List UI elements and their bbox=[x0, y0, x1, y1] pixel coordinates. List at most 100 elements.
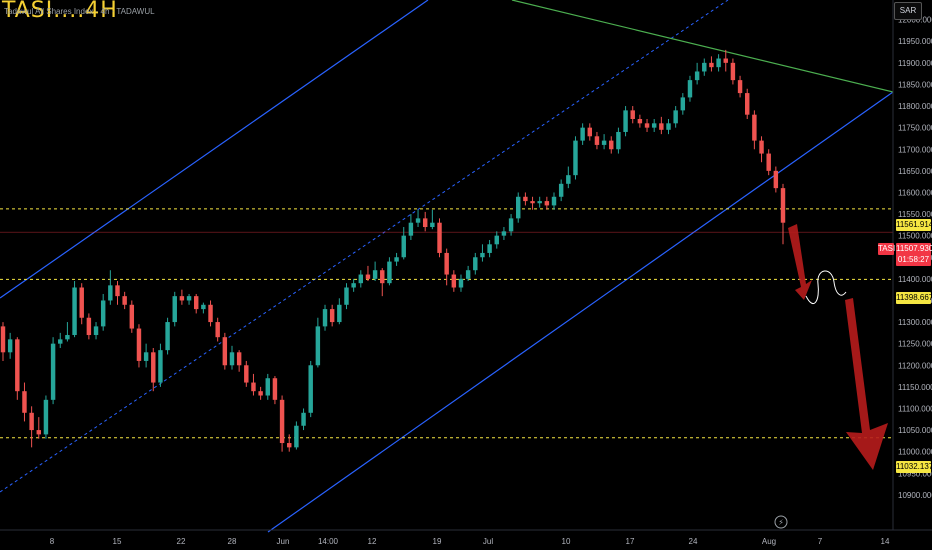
candle-body bbox=[43, 399, 49, 435]
candle-body bbox=[623, 110, 628, 132]
candle-body bbox=[258, 391, 263, 396]
candle-body bbox=[151, 352, 156, 383]
candle-body bbox=[387, 261, 392, 284]
currency-button[interactable]: SAR bbox=[894, 2, 922, 20]
level-low-label: 11032.137 bbox=[896, 461, 932, 473]
x-tick-label: Jun bbox=[277, 537, 290, 546]
candle-body bbox=[516, 196, 521, 219]
candle-body bbox=[422, 218, 428, 228]
candle-body bbox=[537, 201, 542, 204]
candle-body bbox=[301, 412, 306, 426]
y-tick-label: 11000.000 bbox=[898, 448, 932, 457]
candle-body bbox=[659, 123, 664, 130]
y-tick-label: 11400.000 bbox=[898, 275, 932, 284]
candle-body bbox=[337, 304, 342, 323]
candle-body bbox=[508, 218, 514, 232]
y-tick-label: 11800.000 bbox=[898, 102, 932, 111]
y-tick-label: 11500.000 bbox=[898, 232, 932, 241]
candle-body bbox=[58, 339, 63, 344]
y-tick-label: 11550.000 bbox=[898, 210, 932, 219]
y-tick-label: 11200.000 bbox=[898, 361, 932, 370]
candle-body bbox=[566, 175, 571, 184]
candle-body bbox=[143, 352, 149, 361]
x-tick-label: 24 bbox=[689, 537, 698, 546]
candle-body bbox=[480, 252, 485, 258]
x-tick-label: 12 bbox=[368, 537, 377, 546]
candle-body bbox=[544, 201, 550, 206]
candle-body bbox=[308, 365, 313, 413]
candle-body bbox=[265, 378, 270, 396]
y-tick-label: 10950.000 bbox=[898, 469, 932, 478]
candle-body bbox=[36, 430, 41, 435]
candle-body bbox=[380, 270, 385, 284]
candle-body bbox=[408, 222, 414, 236]
candle-body bbox=[551, 196, 557, 206]
candle-body bbox=[530, 201, 535, 204]
candle-body bbox=[723, 58, 728, 63]
y-tick-label: 11700.000 bbox=[898, 145, 932, 154]
candle-body bbox=[100, 300, 106, 327]
candle-body bbox=[358, 274, 364, 284]
lightning-icon[interactable] bbox=[774, 515, 788, 529]
candle-body bbox=[0, 326, 6, 353]
current-price-label: 11507.930 bbox=[896, 243, 932, 255]
x-tick-label: 8 bbox=[50, 537, 55, 546]
x-tick-label: 17 bbox=[626, 537, 635, 546]
candle-body bbox=[473, 257, 478, 271]
trendline-green bbox=[511, 0, 894, 93]
candle-body bbox=[179, 296, 185, 301]
candle-body bbox=[29, 412, 34, 431]
candle-body bbox=[7, 339, 13, 353]
symbol-title: TASI....4H bbox=[2, 0, 118, 23]
x-tick-label: Aug bbox=[762, 537, 776, 546]
candle-body bbox=[129, 304, 135, 329]
candle-body bbox=[745, 93, 750, 115]
x-tick-label: 10 bbox=[562, 537, 571, 546]
candle-body bbox=[501, 231, 507, 236]
candle-body bbox=[208, 304, 213, 323]
candle-body bbox=[50, 343, 56, 400]
candle-body bbox=[594, 136, 600, 145]
x-tick-label: 15 bbox=[113, 537, 122, 546]
candle-body bbox=[773, 170, 779, 189]
candle-body bbox=[294, 425, 299, 448]
level-upper-label: 11561.914 bbox=[896, 219, 932, 231]
candle-body bbox=[193, 296, 199, 310]
x-tick-label: 14:00 bbox=[318, 537, 339, 546]
y-tick-label: 11750.000 bbox=[898, 124, 932, 133]
candle-body bbox=[65, 335, 70, 340]
candle-body bbox=[165, 322, 170, 351]
symbol-subtitle: Tadawul All Shares Index · 4h · TADAWUL bbox=[4, 7, 155, 16]
y-tick-label: 11600.000 bbox=[898, 188, 932, 197]
candle-body bbox=[666, 123, 671, 130]
candle-body bbox=[108, 285, 113, 301]
candle-body bbox=[766, 153, 771, 171]
candle-body bbox=[673, 110, 678, 124]
candle-body bbox=[737, 80, 743, 94]
channel-upper-line bbox=[0, 0, 429, 299]
x-tick-label: 19 bbox=[433, 537, 442, 546]
y-tick-label: 11850.000 bbox=[898, 80, 932, 89]
candle-body bbox=[86, 317, 92, 336]
candle-body bbox=[136, 328, 142, 361]
candle-body bbox=[272, 378, 278, 400]
x-tick-label: 7 bbox=[818, 537, 823, 546]
candle-body bbox=[644, 123, 650, 128]
x-tick-label: Jul bbox=[483, 537, 493, 546]
candle-body bbox=[79, 287, 84, 318]
projection-path-curve bbox=[805, 270, 847, 304]
candle-body bbox=[72, 287, 77, 336]
candle-body bbox=[451, 274, 457, 288]
candle-body bbox=[444, 252, 449, 275]
channel-mid-line bbox=[0, 0, 729, 493]
candle-body bbox=[351, 283, 356, 288]
candle-body bbox=[244, 365, 249, 383]
y-tick-label: 11050.000 bbox=[898, 426, 932, 435]
time-axis: 8 15 22 28 Jun 14:00 12 19 Jul 10 17 24 Aug 7 14 bbox=[0, 529, 932, 546]
y-tick-label: 11950.000 bbox=[898, 37, 932, 46]
y-tick-label: 10900.000 bbox=[898, 491, 932, 500]
x-tick-label: 22 bbox=[177, 537, 186, 546]
candle-body bbox=[201, 304, 206, 310]
candle-body bbox=[344, 287, 349, 305]
